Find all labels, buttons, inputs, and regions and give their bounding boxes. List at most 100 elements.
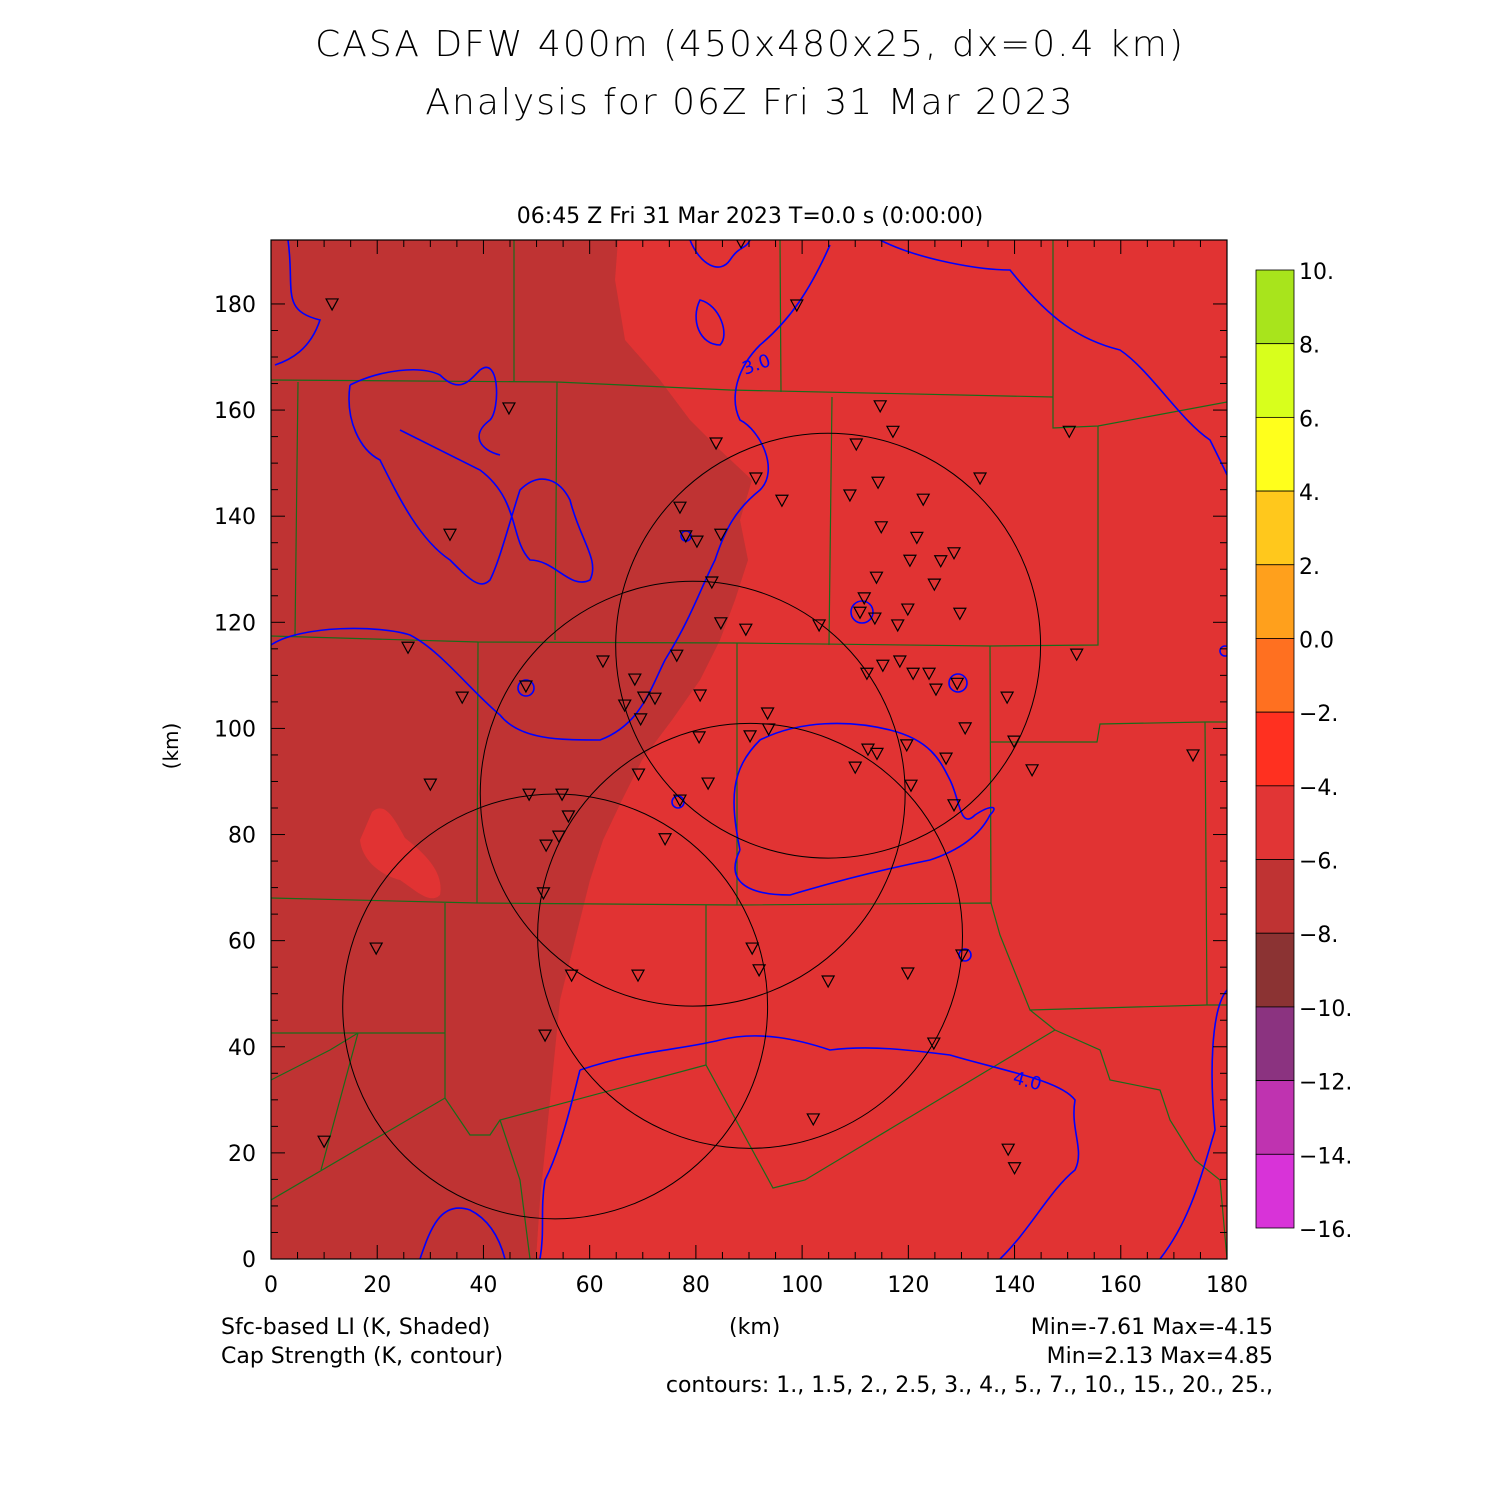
station-marker	[631, 768, 646, 782]
station-marker	[595, 655, 610, 669]
field2-range: Min=2.13 Max=4.85	[1046, 1344, 1273, 1369]
station-marker	[900, 967, 915, 981]
station-marker	[669, 649, 684, 663]
station-marker	[1001, 1143, 1016, 1157]
contour-levels: contours: 1., 1.5, 2., 2.5, 3., 4., 5., …	[665, 1373, 1273, 1398]
y-tick-label: 120	[214, 611, 256, 636]
station-marker	[761, 723, 776, 737]
county-lines	[271, 240, 1227, 1259]
station-marker	[401, 641, 416, 655]
station-marker	[455, 691, 470, 705]
colorbar: 10. 8. 6. 4. 2. 0.0 −2. −4. −6. −8. −10. −12. −14. −1…	[1255, 260, 1352, 1243]
y-tick-label: 80	[228, 824, 256, 849]
station-marker	[946, 799, 962, 813]
station-marker	[859, 667, 874, 681]
station-marker	[551, 830, 566, 844]
range-ring	[537, 722, 964, 1149]
station-marker	[848, 761, 863, 775]
colorbar-swatch	[1255, 859, 1295, 934]
colorbar-swatch	[1255, 343, 1295, 418]
station-marker	[442, 528, 457, 542]
station-marker	[369, 942, 384, 956]
station-marker	[1062, 425, 1077, 439]
range-ring	[342, 793, 769, 1220]
station-marker	[672, 501, 687, 515]
station-marker	[909, 531, 924, 545]
y-tick-label: 20	[228, 1142, 256, 1167]
station-marker	[752, 964, 767, 978]
plot-subtitle: Analysis for 06Z Fri 31 Mar 2023	[425, 82, 1075, 123]
station-marker	[812, 619, 827, 633]
colorbar-label: 0.0	[1299, 628, 1334, 653]
station-marker	[630, 969, 646, 983]
y-tick-label: 0	[242, 1248, 256, 1273]
colorbar-label: −4.	[1299, 776, 1338, 801]
shade-island	[360, 808, 441, 899]
station-marker	[902, 554, 917, 568]
station-marker	[946, 547, 962, 561]
y-tick-label: 40	[228, 1036, 256, 1061]
y-tick-label: 160	[214, 399, 256, 424]
colorbar-label: −8.	[1299, 923, 1338, 948]
colorbar-label: 4.	[1299, 481, 1320, 506]
range-rings	[342, 432, 1042, 1220]
station-marker	[704, 576, 719, 590]
station-marker	[518, 680, 533, 694]
y-tick-label: 60	[228, 930, 256, 955]
x-tick-label: 20	[363, 1273, 391, 1298]
station-marker	[933, 555, 948, 569]
station-marker	[713, 528, 728, 542]
station-marker	[658, 833, 673, 847]
x-tick-label: 40	[469, 1273, 497, 1298]
colorbar-label: −2.	[1299, 702, 1338, 727]
station-marker	[852, 606, 868, 620]
colorbar-swatch	[1255, 785, 1295, 860]
cap-strength-contours	[271, 240, 1227, 1259]
colorbar-label: −12.	[1299, 1071, 1352, 1096]
station-marker	[950, 677, 965, 691]
station-marker	[806, 1113, 821, 1127]
field1-label: Sfc-based LI (K, Shaded)	[221, 1315, 491, 1340]
axis-ticks	[270, 240, 1228, 1260]
x-tick-label: 80	[682, 1273, 710, 1298]
station-marker	[885, 425, 900, 439]
colorbar-swatch	[1255, 564, 1295, 639]
colorbar-label: −10.	[1299, 997, 1352, 1022]
x-tick-label: 140	[994, 1273, 1036, 1298]
station-marker	[564, 969, 579, 983]
x-axis-label: (km)	[729, 1315, 781, 1340]
colorbar-swatch	[1255, 416, 1295, 492]
field1-range: Min=-7.61 Max=-4.15	[1030, 1315, 1273, 1340]
station-marker	[869, 747, 885, 761]
station-marker	[871, 476, 886, 490]
station-marker	[627, 673, 642, 687]
colorbar-swatch	[1255, 1080, 1295, 1155]
station-marker	[738, 623, 753, 637]
station-marker	[701, 777, 716, 791]
station-marker	[857, 592, 872, 606]
station-marker	[501, 402, 516, 416]
station-marker	[928, 683, 943, 697]
stations	[317, 240, 1201, 1175]
station-marker	[423, 778, 438, 792]
colorbar-label: −14.	[1299, 1144, 1352, 1169]
station-marker	[842, 489, 857, 503]
station-marker	[538, 1029, 553, 1043]
station-marker	[926, 1037, 941, 1051]
range-ring	[479, 580, 906, 1007]
colorbar-swatch	[1255, 1006, 1295, 1082]
x-tick-label: 120	[887, 1273, 929, 1298]
station-marker	[692, 731, 707, 745]
station-marker	[939, 752, 954, 766]
x-tick-labels: 0 20 40 60 80 100 120 140 160 180	[264, 1273, 1248, 1298]
station-marker	[958, 722, 973, 736]
station-marker	[1007, 1162, 1022, 1175]
colorbar-swatch	[1255, 1153, 1295, 1229]
station-marker	[672, 794, 687, 808]
station-marker	[760, 707, 775, 721]
valid-time: 06:45 Z Fri 31 Mar 2023 T=0.0 s (0:00:00…	[516, 204, 984, 229]
colorbar-swatch	[1255, 269, 1295, 345]
station-marker	[874, 521, 889, 535]
colorbar-label: 10.	[1299, 260, 1334, 285]
